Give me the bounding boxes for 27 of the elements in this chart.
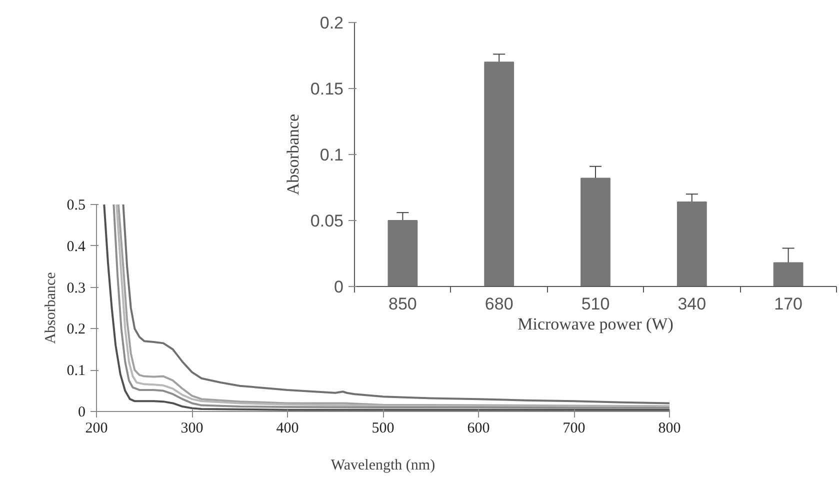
x-tick-label: 700 [562,420,586,436]
y-tick-label: 0.2 [320,14,344,32]
y-tick-label: 0.1 [320,146,344,164]
y-tick-label: 0.3 [66,280,86,296]
y-tick-label: 0.4 [66,238,86,255]
y-tick-label: 0.2 [66,322,86,338]
x-tick-label: 600 [467,420,490,436]
x-axis-title: Wavelength (nm) [330,458,436,474]
x-tick-label: 850 [388,294,417,314]
x-tick-label: 340 [678,294,706,314]
y-tick-label: 0.5 [66,198,86,214]
y-tick-label: 0 [334,278,344,296]
x-tick-label: 300 [180,420,204,436]
y-tick-label: 0.15 [310,80,344,98]
x-tick-label: 200 [85,420,108,436]
y-tick-label: 0.1 [66,363,86,380]
y-tick-label: 0 [78,404,86,420]
x-tick-label: 510 [581,294,610,314]
y-tick-label: 0.05 [310,212,344,230]
x-tick-label: 800 [658,420,681,436]
y-axis-title: Absorbance [42,272,59,344]
x-tick-label: 400 [276,420,299,436]
x-tick-label: 170 [774,294,802,314]
x-axis-title: Microwave power (W) [518,314,674,334]
y-axis-title: Absorbance [283,114,302,196]
x-tick-label: 500 [372,420,394,436]
x-tick-label: 680 [484,294,514,314]
